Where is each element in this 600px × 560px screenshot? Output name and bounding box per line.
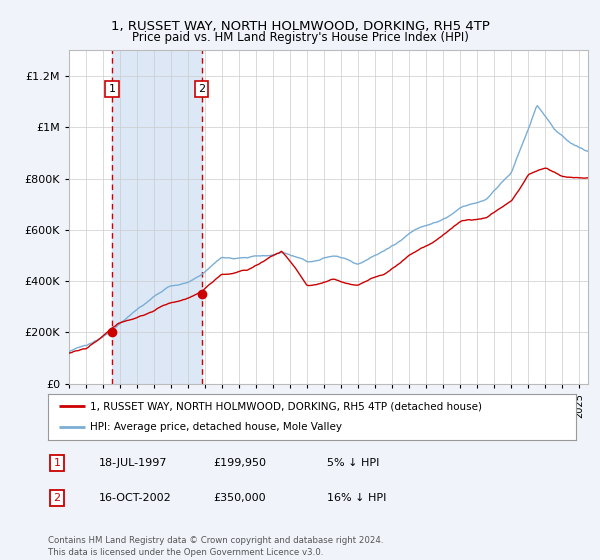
Text: 5% ↓ HPI: 5% ↓ HPI — [327, 458, 379, 468]
Text: 18-JUL-1997: 18-JUL-1997 — [99, 458, 167, 468]
Text: £199,950: £199,950 — [213, 458, 266, 468]
Text: Price paid vs. HM Land Registry's House Price Index (HPI): Price paid vs. HM Land Registry's House … — [131, 31, 469, 44]
Text: £350,000: £350,000 — [213, 493, 266, 503]
Text: 1: 1 — [53, 458, 61, 468]
Text: 1, RUSSET WAY, NORTH HOLMWOOD, DORKING, RH5 4TP: 1, RUSSET WAY, NORTH HOLMWOOD, DORKING, … — [110, 20, 490, 32]
Text: 16-OCT-2002: 16-OCT-2002 — [99, 493, 172, 503]
Text: 16% ↓ HPI: 16% ↓ HPI — [327, 493, 386, 503]
Text: 2: 2 — [198, 84, 205, 94]
Text: 2: 2 — [53, 493, 61, 503]
Text: Contains HM Land Registry data © Crown copyright and database right 2024.
This d: Contains HM Land Registry data © Crown c… — [48, 536, 383, 557]
Text: 1: 1 — [109, 84, 116, 94]
Text: HPI: Average price, detached house, Mole Valley: HPI: Average price, detached house, Mole… — [90, 422, 342, 432]
Text: 1, RUSSET WAY, NORTH HOLMWOOD, DORKING, RH5 4TP (detached house): 1, RUSSET WAY, NORTH HOLMWOOD, DORKING, … — [90, 401, 482, 411]
Bar — [112, 50, 202, 384]
